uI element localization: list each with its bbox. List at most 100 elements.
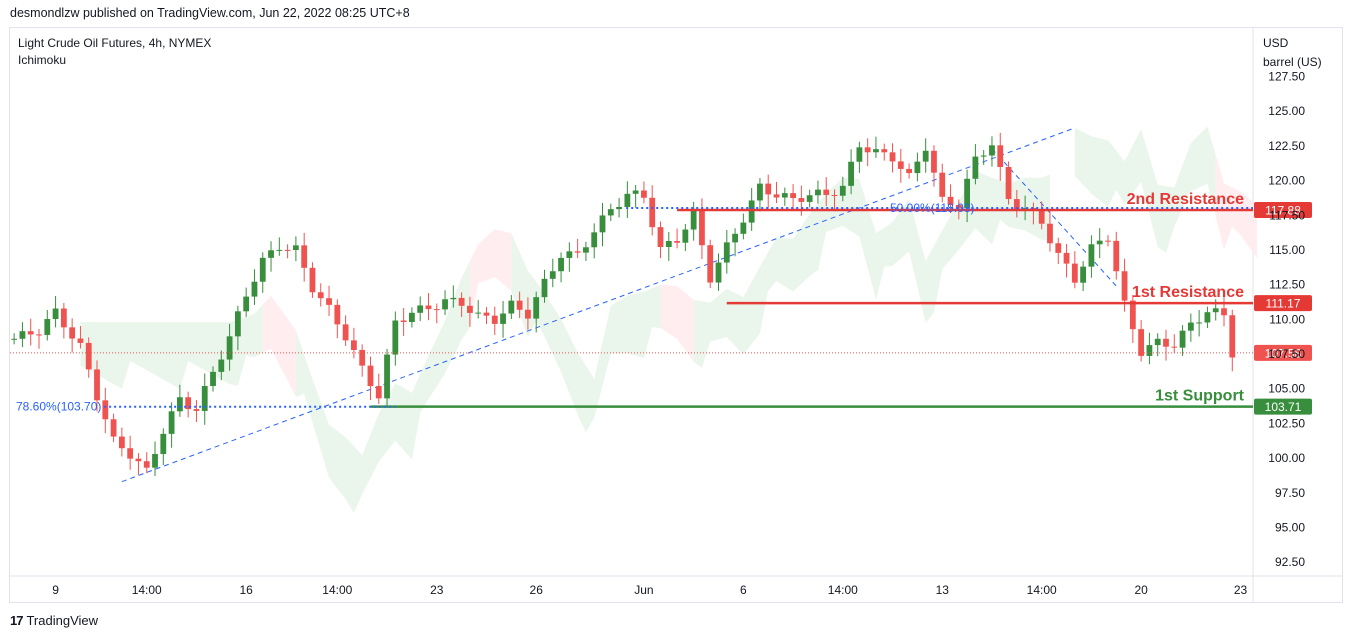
tradingview-logo[interactable]: 17 TradingView [10, 613, 98, 628]
candle-body [806, 195, 813, 202]
candle [301, 232, 308, 282]
candle [881, 143, 888, 161]
cloud-bullish-2 [511, 233, 661, 433]
candle [525, 297, 531, 330]
candle-body [251, 281, 258, 297]
x-tick-label: 26 [530, 583, 544, 597]
candle-body [400, 320, 407, 323]
candle-body [1088, 244, 1095, 267]
x-tick-label: 6 [740, 583, 747, 597]
candle-body [624, 193, 631, 207]
candle [168, 402, 175, 448]
candle [1038, 201, 1045, 230]
candle-body [989, 145, 995, 156]
candle [516, 291, 523, 319]
candle [989, 136, 995, 167]
y-tick-label: 115.00 [1269, 243, 1305, 257]
candle [508, 295, 515, 320]
candle-body [234, 311, 241, 337]
candle [118, 427, 125, 457]
candle [375, 373, 382, 404]
candle-body [864, 147, 871, 153]
candle-body [558, 257, 564, 272]
1st-support-price-tag [1254, 398, 1312, 415]
candle [541, 269, 548, 303]
1st-resistance-price-tag [1254, 295, 1312, 312]
candle [823, 177, 830, 207]
tradingview-logo-icon: 17 [10, 613, 24, 628]
candle [740, 213, 747, 240]
candle-body [665, 240, 672, 248]
candle-body [690, 210, 697, 230]
candle [591, 223, 598, 259]
candle-body [1063, 252, 1070, 264]
candle-body [723, 242, 730, 263]
candle-body [102, 400, 109, 420]
candle [218, 350, 225, 381]
candle [176, 384, 183, 417]
candle [185, 391, 192, 418]
candle-body [309, 267, 316, 293]
candle-body [417, 305, 424, 313]
candle-body [641, 190, 647, 198]
candle-body [301, 245, 308, 268]
1st-resistance-label: 1st Resistance [1132, 284, 1244, 301]
candle [1196, 309, 1203, 337]
candle-body [467, 305, 473, 313]
candle [143, 452, 150, 474]
candle [947, 184, 954, 214]
candle-body [160, 433, 167, 454]
candle-body [1154, 338, 1161, 346]
x-tick-label: 23 [430, 583, 444, 597]
candle-body [152, 453, 158, 468]
candle-body [1071, 263, 1078, 283]
publisher-line: desmondlzw published on TradingView.com,… [10, 6, 410, 20]
candle-body [798, 198, 805, 202]
candle [193, 400, 200, 423]
candle-body [500, 313, 506, 324]
candle [259, 252, 266, 293]
cloud-bearish-0 [262, 295, 296, 397]
candle [1047, 211, 1053, 252]
candle-body [1171, 346, 1178, 348]
candle-body [193, 409, 200, 411]
candle-body [947, 196, 954, 205]
candle-body [715, 262, 722, 283]
candle [1063, 243, 1070, 278]
price-unit-measure: barrel (US) [1263, 55, 1322, 69]
x-tick-label: 20 [1134, 583, 1148, 597]
candle-body [458, 297, 465, 306]
price-unit-currency: USD [1263, 36, 1289, 50]
candle-body [1212, 308, 1219, 313]
candle [1071, 251, 1078, 289]
candle-body [94, 369, 100, 401]
candle-body [873, 149, 879, 153]
candle [491, 306, 498, 335]
y-tick-label: 97.50 [1275, 486, 1305, 500]
chart-frame[interactable] [9, 27, 1343, 603]
candle-body [326, 298, 332, 305]
candle [931, 145, 937, 187]
candle [1229, 309, 1236, 372]
x-tick-label: 13 [936, 583, 950, 597]
symbol-title: Light Crude Oil Futures, 4h, NYMEX [18, 36, 212, 50]
candle-body [425, 305, 432, 310]
candle [549, 258, 556, 288]
candle [1088, 235, 1095, 278]
2nd-resistance-price-tag [1254, 202, 1312, 219]
candle [939, 163, 946, 203]
candle-body [649, 197, 656, 228]
candle-body [1096, 240, 1103, 245]
candle [707, 239, 714, 289]
candle [641, 181, 647, 204]
candle-body [657, 227, 664, 248]
candle-body [52, 308, 59, 320]
candle-body [591, 232, 598, 248]
fib-label-1: 50.00%(118.03) [890, 201, 975, 215]
candle-body [897, 161, 904, 169]
candle [309, 262, 316, 298]
x-tick-label: 14:00 [322, 583, 352, 597]
candle-body [599, 215, 606, 233]
candle-body [607, 209, 614, 216]
